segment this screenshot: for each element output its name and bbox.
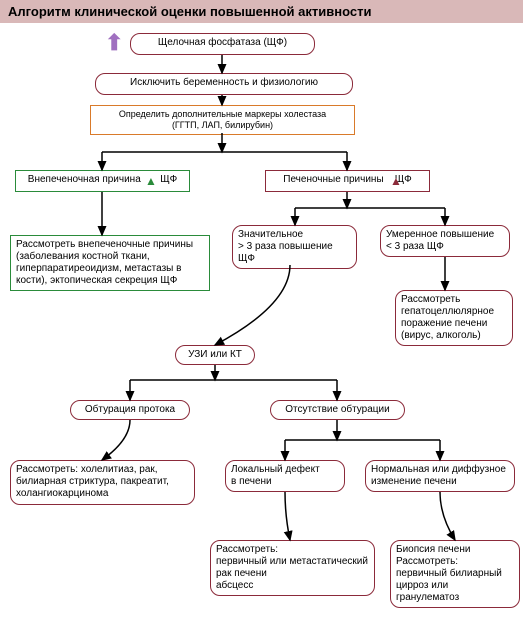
up-arrow-icon: ⬆ <box>105 30 123 56</box>
node-n14: Локальный дефект в печени <box>225 460 345 492</box>
node-n17: Биопсия печени Рассмотреть: первичный би… <box>390 540 520 608</box>
node-n16: Рассмотреть: первичный или метастатическ… <box>210 540 375 596</box>
green-up-arrow-icon: ▲ <box>145 174 157 188</box>
node-n10: УЗИ или КТ <box>175 345 255 365</box>
node-n3: Определить дополнительные маркеры холест… <box>90 105 355 135</box>
node-n12: Отсутствие обтурации <box>270 400 405 420</box>
node-n11: Обтурация протока <box>70 400 190 420</box>
node-n7: Значительное > 3 раза повышение ЩФ <box>232 225 357 269</box>
node-n9: Рассмотреть гепатоцеллюлярное поражение … <box>395 290 513 346</box>
title-text: Алгоритм клинической оценки повышенной а… <box>8 4 371 19</box>
node-n4: Внепеченочная причина ЩФ <box>15 170 190 192</box>
node-n6: Рассмотреть внепеченочные причины (забол… <box>10 235 210 291</box>
node-n13: Рассмотреть: холелитиаз, рак, билиарная … <box>10 460 195 505</box>
node-n2: Исключить беременность и физиологию <box>95 73 353 95</box>
title-bar: Алгоритм клинической оценки повышенной а… <box>0 0 523 23</box>
node-n1: Щелочная фосфатаза (ЩФ) <box>130 33 315 55</box>
red-up-arrow-icon: ▲ <box>390 174 402 188</box>
node-n15: Нормальная или диффузное изменение печен… <box>365 460 515 492</box>
node-n8: Умеренное повышение < 3 раза ЩФ <box>380 225 510 257</box>
node-n5: Печеночные причины ЩФ <box>265 170 430 192</box>
